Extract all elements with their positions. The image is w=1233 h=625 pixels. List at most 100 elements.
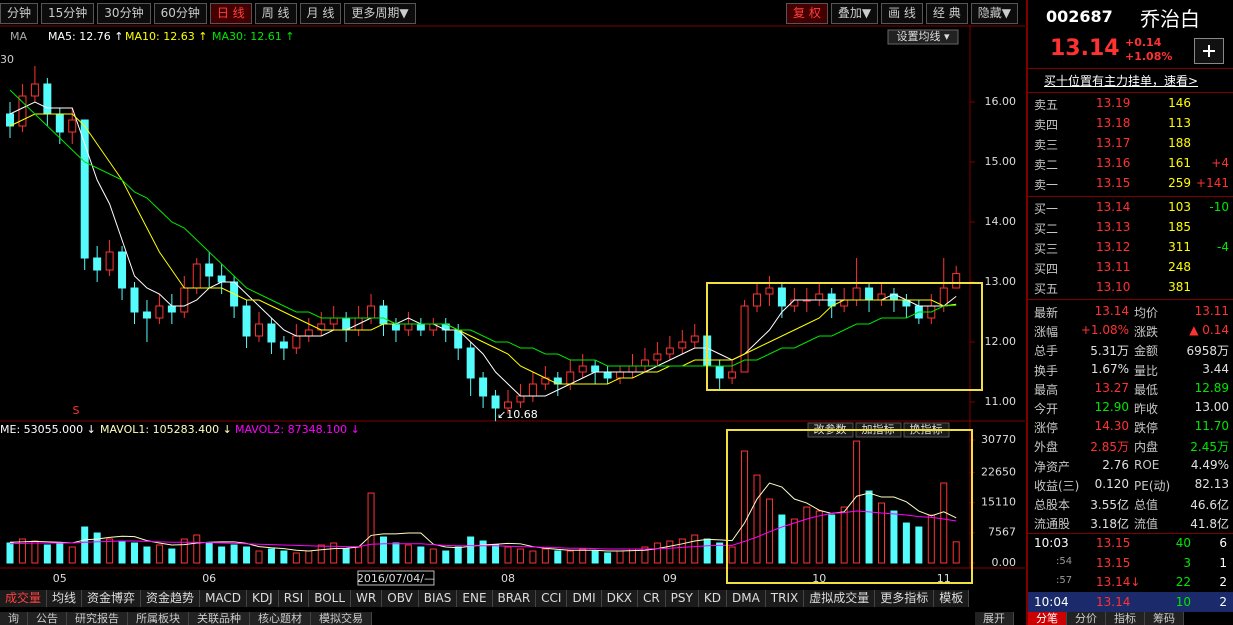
book-change: -4	[1217, 240, 1229, 254]
link-tab[interactable]: 核心题材	[250, 612, 311, 625]
candle-body	[466, 347, 475, 379]
stat-value: 14.30	[1094, 419, 1129, 434]
x-tick-label: 09	[663, 572, 677, 585]
link-tab[interactable]: 研究报告	[67, 612, 128, 625]
banner[interactable]: 买十位置有主力挂单，速看>	[1044, 74, 1199, 88]
indicator-tab[interactable]: PSY	[665, 590, 699, 607]
indicator-tab[interactable]: MACD	[200, 590, 248, 607]
indicator-tab[interactable]: 成交量	[0, 590, 48, 607]
tool-tab[interactable]: 画 线	[881, 3, 923, 24]
indicator-tab[interactable]: CCI	[536, 590, 568, 607]
volume-bar	[865, 490, 873, 564]
side-tab[interactable]: 筹码	[1145, 612, 1184, 625]
indicator-tab[interactable]: BOLL	[309, 590, 352, 607]
candle-body	[43, 83, 52, 115]
volume-bar	[504, 546, 512, 564]
candle-body	[180, 287, 189, 313]
tool-tab[interactable]: 复 权	[786, 3, 828, 24]
indicator-tab[interactable]: OBV	[382, 590, 419, 607]
period-tab[interactable]: 日 线	[209, 3, 252, 24]
tick-vol: 22	[1175, 575, 1191, 589]
candle-body	[342, 317, 351, 331]
candle-body	[367, 305, 376, 319]
indicator-tab[interactable]: 资金趋势	[141, 590, 201, 607]
stat-value: 6958万	[1186, 344, 1229, 359]
tool-tab[interactable]: 经 典	[925, 3, 968, 24]
indicator-tab[interactable]: RSI	[278, 590, 310, 607]
indicator-tab[interactable]: DKX	[601, 590, 638, 607]
period-tab[interactable]: 周 线	[254, 3, 297, 24]
expand-button[interactable]: 展开	[975, 612, 1014, 625]
link-tab[interactable]: 公告	[28, 612, 67, 625]
indicator-tab[interactable]: CR	[637, 590, 666, 607]
volume-bar	[828, 514, 836, 564]
tick-vol: 40	[1175, 536, 1191, 550]
stat-label: 量比	[1134, 363, 1159, 378]
stat-value: 82.13	[1194, 476, 1229, 491]
indicator-tab[interactable]: ENE	[457, 590, 493, 607]
volume-bar	[902, 522, 910, 564]
volume-bar	[604, 552, 612, 564]
indicator-tab[interactable]: 均线	[47, 590, 83, 607]
volume-bar	[317, 544, 325, 564]
indicator-tab[interactable]: 更多指标	[875, 590, 935, 607]
stat-label: 内盘	[1134, 440, 1159, 455]
book-vol: 248	[1168, 260, 1191, 274]
stat-value: 2.45万	[1190, 440, 1229, 455]
candle-body	[155, 305, 164, 319]
stat-label: 收益(三)	[1034, 478, 1080, 493]
indicator-tab[interactable]: BIAS	[418, 590, 458, 607]
candle-body	[653, 353, 662, 361]
period-tab[interactable]: 更多周期▼	[344, 3, 416, 24]
tool-tab[interactable]: 隐藏▼	[970, 3, 1018, 24]
volume-bar	[355, 546, 363, 564]
indicator-tab[interactable]: TRIX	[765, 590, 805, 607]
period-tab[interactable]: 月 线	[299, 3, 342, 24]
stat-value: ▲ 0.14	[1189, 323, 1229, 338]
x-tick-label: 10	[812, 572, 826, 585]
vol-tick-label: 15110	[981, 496, 1016, 509]
book-vol: 103	[1168, 200, 1191, 214]
y-tick-label: 12.00	[985, 335, 1017, 348]
setting-label[interactable]: 设置均线 ▾	[896, 29, 949, 43]
crosshair-box	[357, 570, 435, 586]
candle-body	[267, 323, 276, 343]
side-tab[interactable]: 指标	[1106, 612, 1145, 625]
period-tab[interactable]: 60分钟	[153, 3, 207, 24]
period-tab[interactable]: 分钟	[0, 3, 39, 24]
tool-tab[interactable]: 叠加▼	[830, 3, 879, 24]
candle-body	[504, 401, 512, 409]
link-tab[interactable]: 所属板块	[128, 612, 189, 625]
period-tab[interactable]: 30分钟	[97, 3, 151, 24]
volume-bar	[143, 546, 151, 564]
book-label: 买一	[1034, 202, 1059, 216]
stock-name: 乔治白	[1140, 7, 1200, 31]
link-tab[interactable]: 模拟交易	[311, 612, 372, 625]
indicator-tab[interactable]: 资金博弈	[82, 590, 142, 607]
candle-body	[491, 395, 500, 409]
stat-value: 13.00	[1194, 400, 1229, 414]
indicator-tab[interactable]: KDJ	[247, 590, 279, 607]
tick-time: 10:04	[1034, 594, 1069, 609]
candle-body	[665, 347, 674, 355]
indicator-tab[interactable]: KD	[698, 590, 727, 607]
period-tab[interactable]: 15分钟	[41, 3, 95, 24]
indicator-tab[interactable]: DMI	[567, 590, 602, 607]
link-tab[interactable]: 关联品种	[189, 612, 250, 625]
candle-body	[30, 83, 39, 97]
side-tab[interactable]: 分笔	[1028, 612, 1067, 625]
add-button[interactable]	[1194, 38, 1224, 64]
side-tab[interactable]: 分价	[1067, 612, 1106, 625]
indicator-tab[interactable]: 模板	[934, 590, 970, 607]
indicator-tab[interactable]: WR	[351, 590, 383, 607]
edge-label: 30	[0, 53, 14, 66]
volume-bar	[243, 546, 251, 564]
stat-value: 3.55亿	[1090, 498, 1129, 512]
indicator-tab[interactable]: DMA	[726, 590, 766, 607]
indicator-tab[interactable]: 虚拟成交量	[804, 590, 876, 607]
link-tab[interactable]: 询	[0, 612, 28, 625]
indicator-tab[interactable]: BRAR	[492, 590, 537, 607]
candle-body	[566, 371, 575, 385]
setting-button[interactable]	[887, 29, 959, 45]
expand-box: 展开	[975, 612, 1014, 625]
